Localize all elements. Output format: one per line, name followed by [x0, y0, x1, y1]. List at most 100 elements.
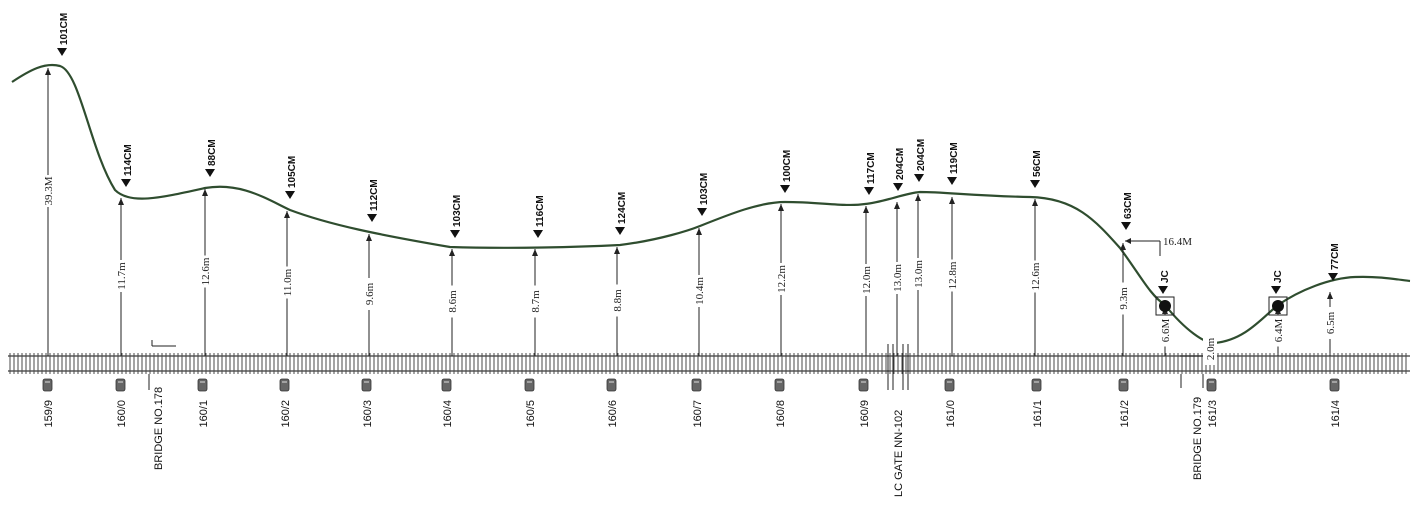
- dimension-value: 13.0m: [913, 260, 925, 288]
- dimension-value: 11.0m: [282, 268, 294, 296]
- clearance-marker-triangle: [615, 227, 625, 235]
- clearance-3: 12.6m 88CM 160/1: [197, 139, 218, 428]
- dimension-value: 12.8m: [947, 261, 959, 289]
- clearance-marker-triangle: [1030, 180, 1040, 188]
- bridge-179-label: BRIDGE NO.179: [1192, 397, 1204, 480]
- level-crossing-label: LC GATE NN-102: [893, 410, 905, 497]
- bridge-178-label: BRIDGE NO.178: [153, 387, 165, 470]
- km-post-marker: [1118, 378, 1129, 392]
- clearance-label: 204CM: [895, 148, 906, 180]
- dimension-16-4m-arrow: [1125, 238, 1131, 244]
- dimension-arrow-top: [915, 194, 921, 201]
- dimension-value: 8.6m: [447, 290, 459, 313]
- dimension-text-bg: [41, 175, 55, 207]
- dimension-value: 12.6m: [1030, 262, 1042, 290]
- km-post-label: 160/2: [280, 400, 292, 428]
- dimension-value: 10.4m: [694, 277, 706, 305]
- clearance-14: 12.8m 119CM 161/0: [944, 142, 960, 428]
- dimension-text-bg: [1158, 314, 1172, 347]
- clearance-label: 112CM: [369, 179, 380, 211]
- clearance-12: 13.0m 204CM: [890, 148, 906, 356]
- clearance-16: 9.3m 63CM 161/2: [1116, 192, 1134, 428]
- clearance-marker-triangle: [914, 174, 924, 182]
- km-post-label: 161/4: [1330, 400, 1342, 428]
- clearance-marker-triangle: [205, 169, 215, 177]
- km-post-label: 160/3: [362, 400, 374, 428]
- clearance-marker-triangle: [121, 179, 131, 187]
- clearance-15: 12.6m 56CM 161/1: [1028, 150, 1044, 428]
- dimension-value: 12.6m: [200, 257, 212, 285]
- jc-box: [1155, 296, 1175, 316]
- km-post-marker: [115, 378, 126, 392]
- dimension-arrow-top: [532, 249, 538, 256]
- clearance-2: 11.7m 114CM 160/0: [114, 144, 134, 428]
- dimension-value: 2.0m: [1205, 337, 1217, 360]
- km-post-label: 160/9: [859, 400, 871, 428]
- km-post-label: 160/7: [692, 400, 704, 428]
- jc-box: [1268, 296, 1288, 316]
- dimension-text-bg: [1028, 260, 1042, 293]
- km-post-label: 161/1: [1032, 400, 1044, 428]
- dimension-arrow-top: [1032, 199, 1038, 206]
- dimension-text-bg: [114, 260, 128, 292]
- dimension-value: 39.3M: [43, 176, 55, 205]
- clearance-13: 13.0m 204CM: [911, 139, 927, 356]
- dimension-value: 9.3m: [1118, 287, 1130, 310]
- km-post-marker: [691, 378, 702, 392]
- clearance-label: 63CM: [1123, 192, 1134, 219]
- measurement-layer: 39.3M101CM159/911.7m114CM160/012.6m88CM1…: [41, 13, 1342, 428]
- clearance-marker-triangle: [697, 208, 707, 216]
- clearance-label: 88CM: [207, 139, 218, 166]
- dimension-arrow-top: [45, 68, 51, 75]
- km-post-marker: [524, 378, 535, 392]
- dimension-arrow-top: [614, 247, 620, 254]
- km-post-marker: [1206, 378, 1217, 392]
- clearance-label: JC: [1160, 270, 1171, 283]
- clearance-5: 9.6m 112CM 160/3: [361, 179, 380, 428]
- clearance-marker-triangle: [947, 177, 957, 185]
- clearance-marker-triangle: [1158, 286, 1168, 294]
- clearance-marker-triangle: [780, 185, 790, 193]
- clearance-label: 204CM: [916, 139, 927, 171]
- km-post-marker: [606, 378, 617, 392]
- dimension-arrow-top: [863, 206, 869, 213]
- dimension-value: 13.0m: [892, 264, 904, 292]
- km-post-marker: [1329, 378, 1340, 392]
- dimension-text-bg: [911, 258, 925, 290]
- track-sleepers: [9, 353, 1407, 374]
- dimension-value: 6.6M: [1160, 319, 1172, 343]
- clearance-20: 6.5m 77CM 161/4: [1323, 243, 1342, 428]
- dimension-text-bg: [1116, 282, 1130, 315]
- dimension-value: 6.5m: [1325, 311, 1337, 334]
- dimension-text-bg: [859, 264, 873, 296]
- dimension-arrow-top: [284, 211, 290, 218]
- clearance-label: 56CM: [1032, 150, 1043, 177]
- km-post-label: 160/5: [525, 400, 537, 428]
- dimension-value: 8.7m: [530, 290, 542, 313]
- clearance-label: JC: [1273, 270, 1284, 283]
- clearance-label: 103CM: [452, 195, 463, 227]
- clearance-4: 11.0m 105CM 160/2: [279, 156, 298, 428]
- dimension-16-4m-label: 16.4M: [1163, 236, 1192, 248]
- km-post-label: 160/4: [442, 400, 454, 428]
- clearance-marker-triangle: [367, 214, 377, 222]
- dimension-arrow-top: [949, 197, 955, 204]
- dimension-text-bg: [1271, 314, 1285, 347]
- km-post-marker: [279, 378, 290, 392]
- km-post-marker: [774, 378, 785, 392]
- dimension-arrow-top: [778, 204, 784, 211]
- clearance-marker-triangle: [450, 230, 460, 238]
- km-post-marker: [441, 378, 452, 392]
- dimension-text-bg: [610, 284, 624, 317]
- dimension-arrow-top: [1327, 292, 1333, 299]
- km-post-marker: [42, 378, 53, 392]
- dimension-arrow-top: [1120, 243, 1126, 250]
- km-post-marker: [197, 378, 208, 392]
- km-post-label: 160/1: [198, 400, 210, 428]
- dimension-arrow-top: [449, 249, 455, 256]
- km-post-label: 160/6: [607, 400, 619, 428]
- clearance-marker-triangle: [57, 48, 67, 56]
- clearance-marker-triangle: [864, 187, 874, 195]
- clearance-label: 101CM: [59, 13, 70, 45]
